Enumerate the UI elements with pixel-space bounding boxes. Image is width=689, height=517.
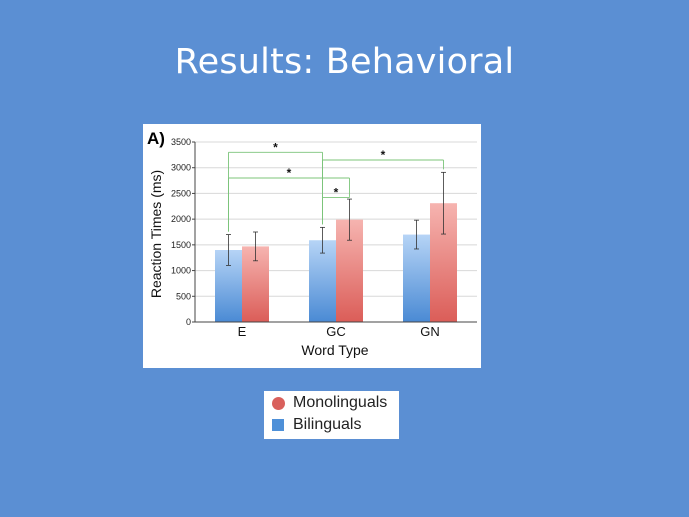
- y-tick-label: 1500: [171, 240, 191, 250]
- legend: Monolinguals Bilinguals: [264, 391, 399, 439]
- slide-title: Results: Behavioral: [174, 42, 515, 82]
- x-tick-label: GN: [420, 324, 440, 339]
- y-tick-label: 500: [176, 291, 191, 301]
- bar-chart: * * * * 0 500 1000 1500 2000 2500 3000 3500 E GC GN A…: [147, 129, 477, 358]
- monolinguals-swatch-icon: [272, 396, 285, 410]
- legend-item-monolinguals: Monolinguals: [272, 393, 387, 413]
- bar-bilinguals-gc: [309, 240, 336, 322]
- chart-panel: * * * * 0 500 1000 1500 2000 2500 3000 3500 E GC GN A…: [143, 124, 481, 368]
- y-tick-label: 1000: [171, 266, 191, 276]
- y-tick-label: 2500: [171, 188, 191, 198]
- legend-item-bilinguals: Bilinguals: [272, 415, 361, 435]
- significance-star: *: [273, 140, 278, 154]
- y-axis-label: Reaction Times (ms): [148, 170, 164, 298]
- bilinguals-swatch-icon: [272, 419, 284, 431]
- legend-label-bilinguals: Bilinguals: [293, 416, 362, 433]
- panel-label: A): [147, 129, 165, 148]
- x-tick-label: GC: [326, 324, 346, 339]
- y-tick-label: 3000: [171, 163, 191, 173]
- x-tick-label: E: [238, 324, 247, 339]
- legend-label-monolinguals: Monolinguals: [293, 394, 388, 411]
- significance-star: *: [287, 166, 292, 180]
- y-tick-label: 2000: [171, 214, 191, 224]
- x-axis-label: Word Type: [301, 342, 368, 358]
- y-tick-label: 0: [186, 317, 191, 327]
- significance-star: *: [381, 148, 386, 162]
- y-tick-label: 3500: [171, 137, 191, 147]
- significance-star: *: [334, 186, 339, 200]
